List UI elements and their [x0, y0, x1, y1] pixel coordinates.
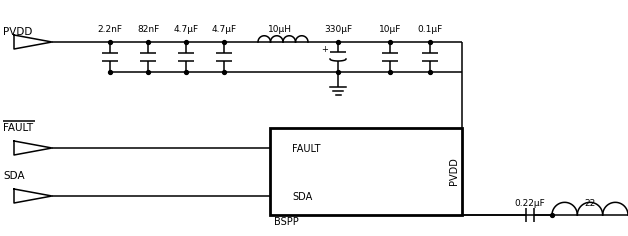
- Text: SDA: SDA: [292, 192, 312, 202]
- Text: 2.2nF: 2.2nF: [97, 25, 122, 34]
- Text: 4.7μF: 4.7μF: [173, 25, 198, 34]
- Text: PVDD: PVDD: [3, 27, 33, 37]
- Text: BSPP: BSPP: [274, 217, 299, 227]
- Text: 10μH: 10μH: [268, 25, 292, 34]
- Text: FAULT: FAULT: [3, 123, 33, 133]
- Text: 0.22μF: 0.22μF: [514, 198, 545, 207]
- Text: SDA: SDA: [3, 171, 24, 181]
- Text: PVDD: PVDD: [449, 158, 459, 185]
- Text: 22: 22: [585, 198, 595, 207]
- Text: 82nF: 82nF: [137, 25, 159, 34]
- Text: 330μF: 330μF: [324, 25, 352, 34]
- Bar: [270, 128, 462, 215]
- Text: FAULT: FAULT: [292, 144, 320, 154]
- Text: 10μF: 10μF: [379, 25, 401, 34]
- Text: 4.7μF: 4.7μF: [212, 25, 237, 34]
- Text: +: +: [322, 46, 328, 55]
- Text: 0.1μF: 0.1μF: [418, 25, 443, 34]
